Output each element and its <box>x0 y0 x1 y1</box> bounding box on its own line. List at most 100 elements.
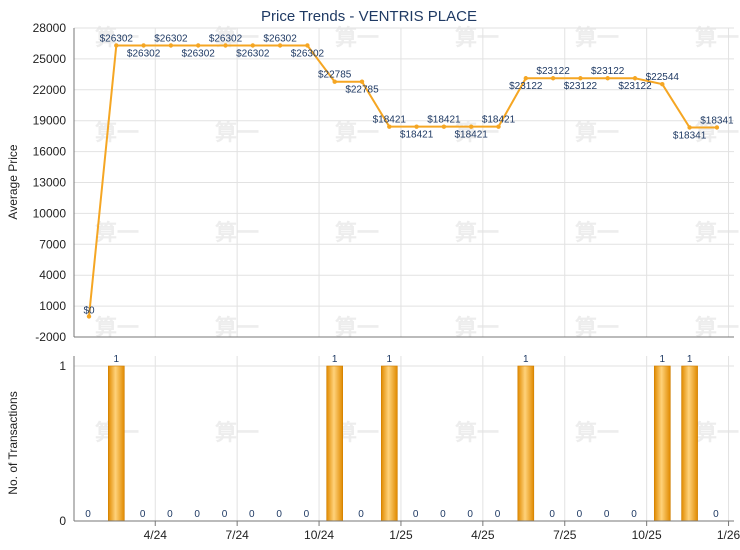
price-point-label: $22785 <box>318 70 352 81</box>
chart-title: Price Trends - VENTRIS PLACE <box>261 8 477 25</box>
price-point <box>660 81 665 87</box>
price-point-label: $18421 <box>482 115 516 126</box>
price-point <box>496 124 501 129</box>
price-point-label: $26302 <box>236 48 270 59</box>
price-point-label: $18341 <box>700 115 734 126</box>
price-point-label: $26302 <box>291 48 325 59</box>
watermark: 算一 <box>95 315 139 340</box>
transaction-count-label: 1 <box>687 354 693 365</box>
transaction-count-label: 0 <box>467 509 473 520</box>
watermark: 算一 <box>95 220 139 245</box>
price-point <box>86 314 92 319</box>
price-point-label: $22544 <box>646 72 680 83</box>
price-tick-label: 7000 <box>39 237 66 251</box>
transaction-count-label: 0 <box>222 509 228 520</box>
watermark: 算一 <box>95 120 139 145</box>
transaction-count-label: 0 <box>276 509 282 520</box>
watermark: 算一 <box>695 120 739 145</box>
transaction-count-label: 0 <box>85 509 91 520</box>
price-point-label: $18421 <box>455 130 489 141</box>
x-tick-label: 7/25 <box>553 528 577 542</box>
price-grid: 28000 25000 22000 19000 16000 13000 10000 7000 4… <box>33 21 734 344</box>
price-axis-title: Average Price <box>6 144 20 219</box>
x-tick-label: 10/24 <box>304 528 334 542</box>
transactions-axis-title: No. of Transactions <box>6 391 20 494</box>
price-point <box>441 124 447 129</box>
transaction-count-label: 1 <box>114 354 120 365</box>
x-tick-label: 10/25 <box>632 528 662 542</box>
transaction-bar <box>681 365 698 522</box>
price-point <box>578 76 583 81</box>
price-point <box>196 43 201 48</box>
transaction-count-label: 0 <box>549 509 555 520</box>
price-point-label: $23122 <box>536 66 570 77</box>
watermark: 算一 <box>695 220 739 245</box>
price-tick-label: 25000 <box>33 52 67 66</box>
price-point <box>250 43 255 48</box>
transaction-count-label: 0 <box>577 509 583 520</box>
chart-axes: 4/24 7/24 10/24 1/25 4/25 7/25 10/25 1/26 <box>73 28 740 542</box>
price-point-label: $26302 <box>154 33 188 44</box>
watermark: 算一 <box>695 420 739 445</box>
transaction-count-label: 0 <box>440 509 446 520</box>
price-point-label: $0 <box>83 305 95 316</box>
price-point <box>605 76 610 81</box>
watermark: 算一 <box>455 25 499 50</box>
price-tick-label: 16000 <box>33 145 67 159</box>
watermark: 算一 <box>335 120 379 145</box>
transaction-bar <box>517 365 535 522</box>
transaction-count-label: 0 <box>194 509 200 520</box>
price-point-label: $26302 <box>100 33 134 44</box>
price-point-label: $23122 <box>564 81 598 92</box>
transaction-count-label: 0 <box>631 509 637 520</box>
price-tick-label: 10000 <box>33 206 67 220</box>
watermark: 算一 <box>575 420 619 445</box>
price-point-label: $18421 <box>373 115 407 126</box>
transactions-tick-label: 1 <box>59 359 66 373</box>
transaction-count-label: 1 <box>387 354 393 365</box>
price-tick-label: -2000 <box>35 330 66 344</box>
price-point-label: $26302 <box>263 33 297 44</box>
price-line <box>88 44 717 317</box>
watermark: 算一 <box>455 220 499 245</box>
price-tick-label: 19000 <box>33 114 67 128</box>
price-point <box>223 43 228 48</box>
price-point-label: $23122 <box>509 81 543 92</box>
watermark: 算一 <box>335 25 379 50</box>
transaction-count-label: 0 <box>249 509 255 520</box>
transaction-count-label: 0 <box>604 509 610 520</box>
x-tick-label: 4/25 <box>471 528 495 542</box>
price-point-label: $18421 <box>400 130 434 141</box>
watermark: 算一 <box>575 315 619 340</box>
x-tick-label: 1/26 <box>717 528 740 542</box>
price-tick-label: 1000 <box>39 299 66 313</box>
price-point-label: $26302 <box>127 48 161 59</box>
price-point-label: $23122 <box>591 66 625 77</box>
price-point-label: $26302 <box>209 33 243 44</box>
price-point <box>305 43 310 48</box>
price-point-label: $23122 <box>618 81 652 92</box>
watermark: 算一 <box>575 220 619 245</box>
price-tick-label: 22000 <box>33 83 67 97</box>
price-point <box>277 43 283 48</box>
price-point <box>332 79 337 84</box>
transaction-bar <box>108 365 125 522</box>
price-tick-label: 28000 <box>33 21 67 35</box>
transaction-count-label: 1 <box>332 354 338 365</box>
watermark: 算一 <box>455 315 499 340</box>
transaction-count-label: 0 <box>413 509 419 520</box>
price-point <box>550 76 556 81</box>
transaction-count-label: 0 <box>495 509 501 520</box>
price-point <box>523 76 528 81</box>
watermark: 算一 <box>455 420 499 445</box>
transaction-bar <box>380 365 398 522</box>
watermark: 算一 <box>575 25 619 50</box>
price-point <box>168 43 174 48</box>
transaction-count-label: 0 <box>140 509 146 520</box>
price-point <box>359 79 365 84</box>
transaction-bar <box>326 365 344 522</box>
price-point <box>114 43 119 48</box>
price-point-label: $26302 <box>182 48 216 59</box>
price-tick-label: 13000 <box>33 176 67 190</box>
